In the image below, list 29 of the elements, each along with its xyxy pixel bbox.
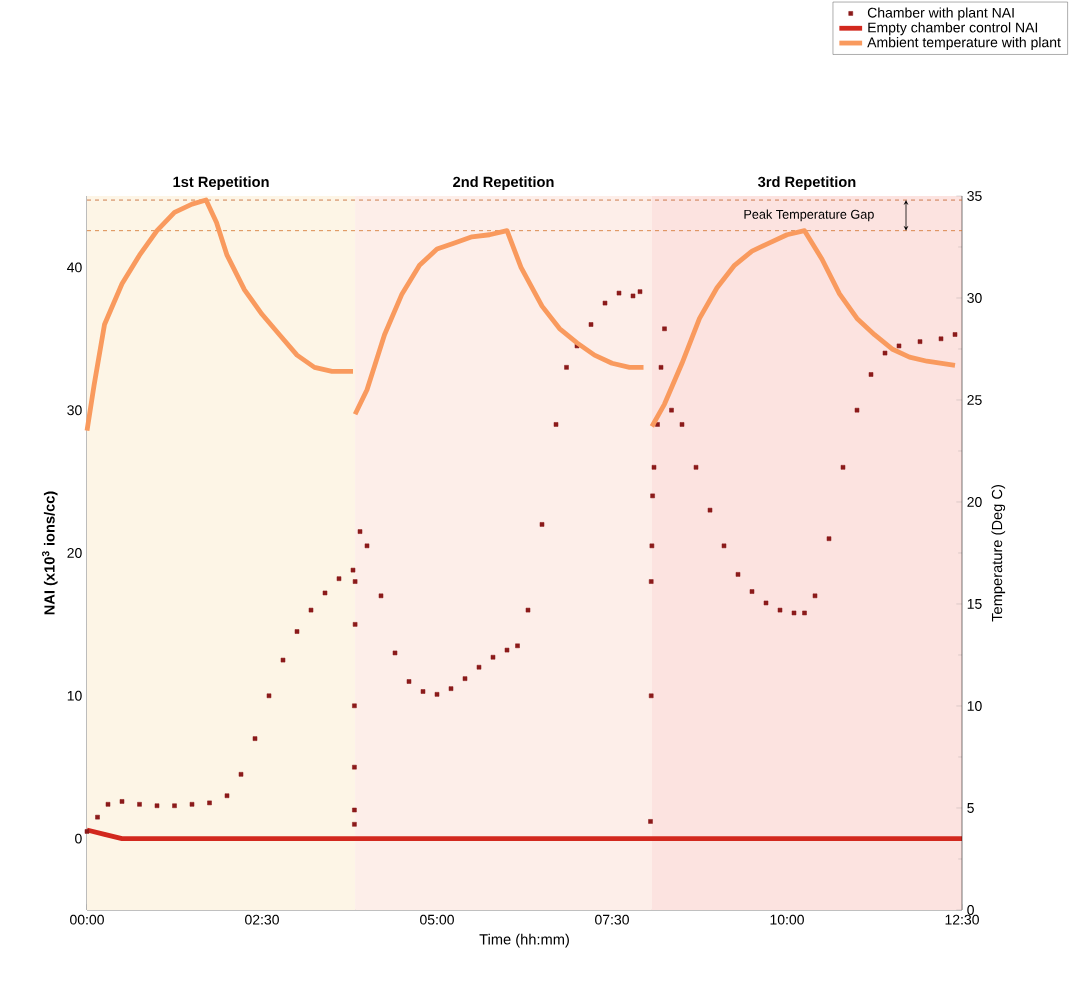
y2-tick-label: 30: [967, 293, 982, 303]
annotation: Peak Temperature Gap: [744, 209, 874, 222]
y-axis-title: NAI (x10$^{3}$ ions/cc): [42, 491, 58, 615]
y2-axis-title: Temperature (Deg C): [991, 485, 1006, 622]
legend-label: Ambient temperature with plant: [867, 37, 1061, 51]
x-tick-label: 05:00: [420, 914, 454, 925]
y2-tick-label: 10: [967, 701, 982, 711]
x-tick-label: 10:00: [770, 914, 804, 925]
band-label: 2nd Repetition: [453, 176, 554, 190]
y2-tick-label: 25: [967, 395, 982, 405]
y-tick-label: 0: [75, 833, 82, 844]
y2-tick-label: 15: [967, 599, 982, 609]
y2-tick-label: 35: [967, 191, 982, 201]
x-tick-label: 12:30: [945, 914, 979, 925]
band-label: 3rd Repetition: [757, 176, 856, 190]
x-tick-label: 00:00: [70, 914, 104, 925]
y-tick-label: 10: [67, 690, 82, 701]
x-tick-label: 02:30: [245, 914, 279, 925]
y-tick-label: 20: [67, 548, 82, 558]
y2-tick-label: 0: [967, 905, 974, 915]
y-tick-label: 30: [67, 405, 82, 416]
y2-tick-label: 20: [967, 497, 982, 507]
legend-label: Empty chamber control NAI: [868, 22, 1038, 36]
y-tick-label: 40: [67, 262, 82, 273]
x-tick-label: 07:30: [595, 914, 629, 925]
x-axis-title: Time (hh:mm): [479, 933, 569, 948]
legend-label: Chamber with plant NAI: [867, 7, 1014, 21]
y2-tick-label: 5: [967, 803, 974, 813]
band-label: 1st Repetition: [173, 176, 269, 190]
